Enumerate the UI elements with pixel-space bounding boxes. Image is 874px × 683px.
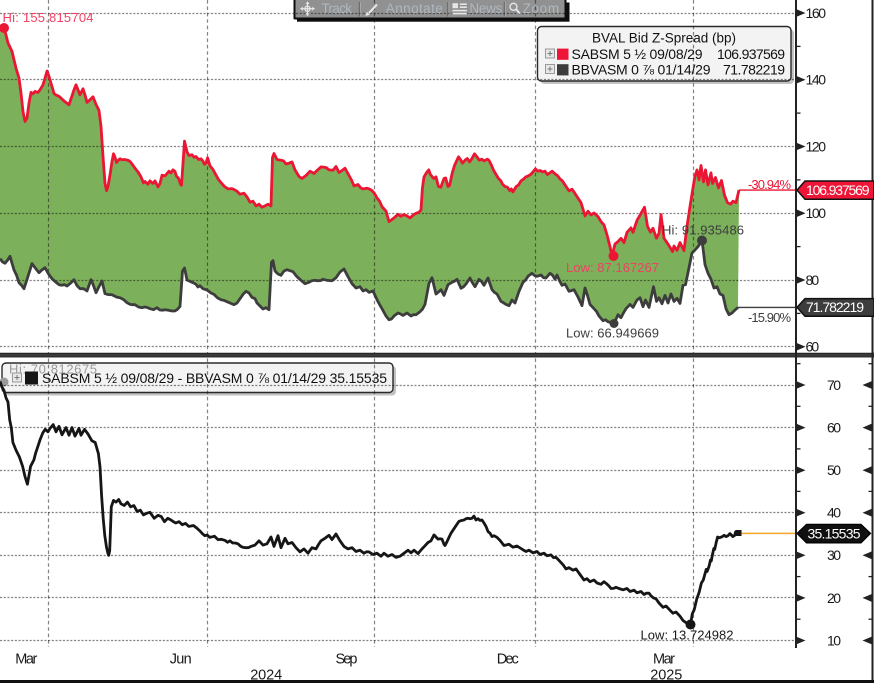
- svg-text:35.15535: 35.15535: [808, 525, 861, 541]
- svg-text:140: 140: [806, 72, 827, 88]
- svg-text:71.782219: 71.782219: [723, 61, 785, 77]
- svg-text:Annotate: Annotate: [386, 1, 443, 16]
- svg-text:120: 120: [806, 138, 827, 154]
- svg-text:30: 30: [827, 547, 841, 563]
- svg-text:2024: 2024: [250, 667, 282, 683]
- svg-text:SABSM 5 ½ 09/08/29 - BBVASM 0: SABSM 5 ½ 09/08/29 - BBVASM 0 ⅞ 01/14/29…: [42, 370, 387, 386]
- svg-text:Mar: Mar: [15, 651, 37, 667]
- svg-text:50: 50: [827, 462, 841, 478]
- svg-text:100: 100: [806, 205, 827, 221]
- svg-text:10: 10: [827, 632, 841, 648]
- svg-text:80: 80: [806, 272, 820, 288]
- svg-text:2025: 2025: [650, 667, 682, 683]
- svg-text:60: 60: [806, 339, 820, 355]
- svg-text:Zoom: Zoom: [523, 1, 560, 16]
- svg-text:-30.94%: -30.94%: [748, 177, 791, 192]
- svg-text:Dec: Dec: [497, 651, 519, 667]
- svg-text:20: 20: [827, 590, 841, 606]
- svg-text:BVAL Bid Z-Spread (bp): BVAL Bid Z-Spread (bp): [592, 31, 736, 46]
- svg-text:Hi: 91.935486: Hi: 91.935486: [662, 223, 744, 238]
- svg-text:Low: 66.949669: Low: 66.949669: [566, 326, 659, 341]
- svg-text:Track: Track: [322, 1, 353, 16]
- svg-text:Hi: 155.815704: Hi: 155.815704: [3, 10, 94, 25]
- svg-text:Sep: Sep: [336, 651, 358, 667]
- svg-text:Low: 87.167267: Low: 87.167267: [566, 260, 659, 275]
- svg-text:News: News: [469, 1, 502, 16]
- svg-text:-15.90%: -15.90%: [748, 310, 791, 325]
- svg-text:160: 160: [806, 5, 827, 21]
- svg-text:SABSM 5 ½ 09/08/29: SABSM 5 ½ 09/08/29: [572, 46, 703, 62]
- svg-text:Jun: Jun: [170, 651, 192, 667]
- svg-text:Mar: Mar: [653, 651, 675, 667]
- svg-text:40: 40: [827, 505, 841, 521]
- svg-text:Low: 13.724982: Low: 13.724982: [641, 628, 734, 643]
- svg-text:71.782219: 71.782219: [806, 299, 864, 315]
- svg-text:60: 60: [827, 420, 841, 436]
- svg-text:70: 70: [827, 377, 841, 393]
- svg-text:BBVASM 0 ⅞ 01/14/29: BBVASM 0 ⅞ 01/14/29: [572, 61, 711, 77]
- svg-text:106.937569: 106.937569: [806, 182, 870, 198]
- svg-text:106.937569: 106.937569: [717, 46, 785, 62]
